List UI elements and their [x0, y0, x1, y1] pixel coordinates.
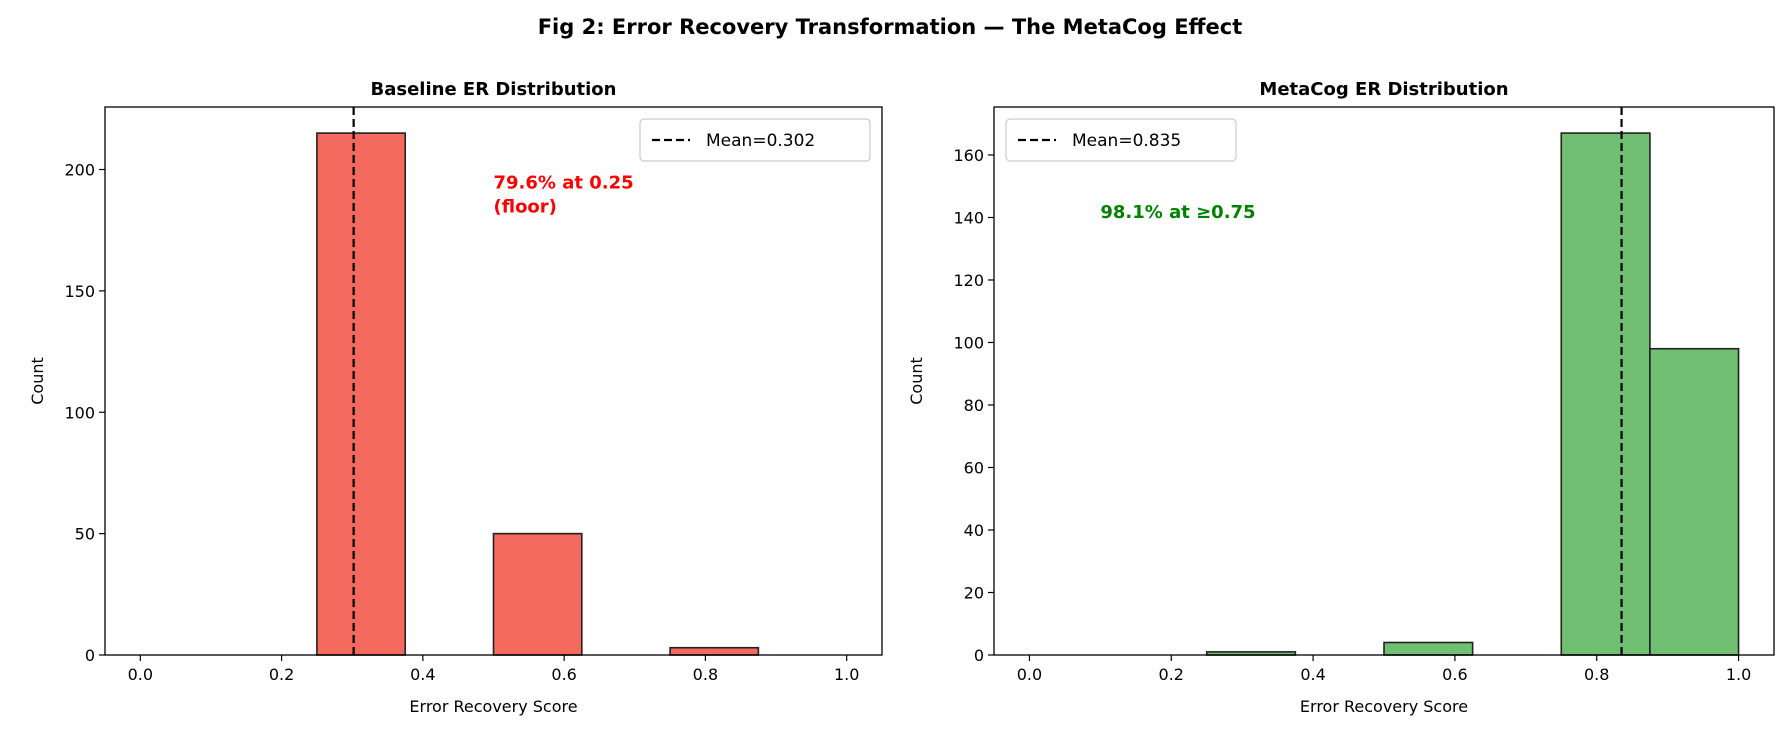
- histogram-bar: [316, 132, 407, 656]
- x-tick-label: 1.0: [834, 665, 859, 684]
- histogram-bar: [1649, 347, 1740, 656]
- subplot-title: MetaCog ER Distribution: [1259, 79, 1508, 100]
- histogram-bar: [669, 646, 760, 656]
- y-tick-label: 0: [974, 646, 984, 665]
- y-axis-label: Count: [28, 357, 47, 405]
- histogram-bar: [1383, 641, 1474, 656]
- y-tick-label: 50: [75, 525, 95, 544]
- x-tick-label: 0.4: [410, 665, 435, 684]
- legend: Mean=0.835: [1005, 118, 1237, 162]
- subplot-title: Baseline ER Distribution: [371, 79, 617, 100]
- x-axis-label: Error Recovery Score: [409, 697, 577, 716]
- annotation-text: (floor): [494, 197, 557, 218]
- x-tick-label: 1.0: [1726, 665, 1751, 684]
- y-tick-label: 160: [953, 146, 984, 165]
- x-tick-label: 0.2: [1159, 665, 1184, 684]
- x-tick-label: 0.0: [128, 665, 153, 684]
- x-tick-label: 0.6: [551, 665, 576, 684]
- y-tick-label: 120: [953, 271, 984, 290]
- legend-label: Mean=0.302: [706, 131, 815, 151]
- annotation-text: 79.6% at 0.25: [494, 173, 634, 194]
- x-tick-label: 0.6: [1442, 665, 1467, 684]
- y-tick-label: 20: [964, 583, 984, 602]
- legend-label: Mean=0.835: [1072, 131, 1181, 151]
- axes-frame: [993, 106, 1775, 656]
- x-axis-label: Error Recovery Score: [1300, 697, 1468, 716]
- y-tick-label: 140: [953, 208, 984, 227]
- y-tick-label: 40: [964, 521, 984, 540]
- x-tick-label: 0.0: [1017, 665, 1042, 684]
- histogram-bar: [1560, 132, 1651, 656]
- y-tick-label: 100: [953, 333, 984, 352]
- legend-box: [1005, 118, 1237, 162]
- subplot-1: 0.0 0.2 0.4 0.6 0.8 1.0 0 50 100 150 200 Baseline E…: [28, 79, 883, 716]
- x-tick-label: 0.4: [1300, 665, 1325, 684]
- y-tick-label: 100: [64, 403, 95, 422]
- y-tick-label: 0: [85, 646, 95, 665]
- figure-suptitle: Fig 2: Error Recovery Transformation — T…: [538, 15, 1243, 39]
- x-tick-label: 0.8: [693, 665, 718, 684]
- y-tick-label: 200: [64, 161, 95, 180]
- subplot-2: 0.0 0.2 0.4 0.6 0.8 1.0 0 20 40 60 80 100 120 140 160 M…: [907, 79, 1775, 716]
- annotation-text: 98.1% at ≥0.75: [1100, 202, 1255, 223]
- y-tick-label: 80: [964, 396, 984, 415]
- x-tick-label: 0.2: [269, 665, 294, 684]
- histogram-bar: [492, 532, 583, 656]
- y-tick-label: 150: [64, 282, 95, 301]
- x-tick-label: 0.8: [1584, 665, 1609, 684]
- y-axis-label: Count: [907, 357, 926, 405]
- y-tick-label: 60: [964, 458, 984, 477]
- legend: Mean=0.302: [639, 118, 871, 162]
- axes-frame: [104, 106, 883, 656]
- legend-box: [639, 118, 871, 162]
